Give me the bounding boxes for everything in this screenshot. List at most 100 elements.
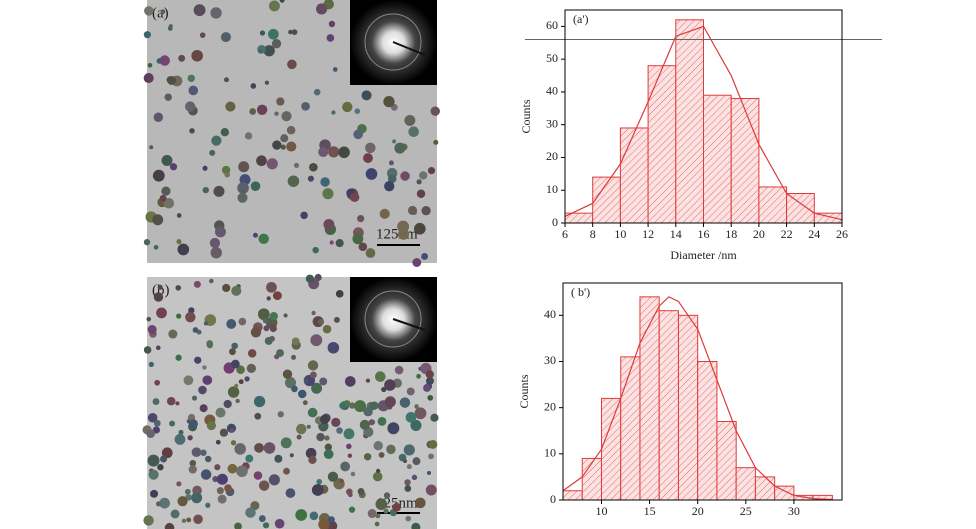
particle	[311, 484, 324, 496]
particle	[254, 412, 262, 420]
x-tick-label: 20	[753, 227, 765, 241]
particle	[376, 468, 381, 473]
particle	[211, 135, 222, 146]
particle	[384, 181, 395, 192]
particle	[223, 399, 232, 409]
particle	[185, 311, 196, 323]
x-tick-label: 8	[590, 227, 596, 241]
particle	[425, 370, 434, 379]
particle	[296, 434, 302, 440]
particle	[324, 435, 330, 441]
particle	[259, 30, 266, 36]
particle	[149, 145, 154, 150]
particle	[159, 497, 170, 509]
particle	[430, 106, 440, 116]
particle	[310, 164, 316, 170]
bar	[774, 485, 795, 501]
particle	[286, 141, 297, 152]
particle	[155, 501, 161, 507]
particle	[202, 365, 207, 370]
particle	[296, 423, 307, 435]
particle	[231, 359, 240, 369]
particle	[280, 437, 292, 449]
particle	[316, 3, 328, 15]
particle	[224, 171, 230, 178]
bar	[730, 97, 760, 224]
particle	[249, 108, 257, 115]
particle	[304, 378, 309, 383]
particle	[339, 401, 347, 410]
particle	[326, 34, 335, 42]
particle	[213, 185, 225, 197]
y-tick-label: 30	[546, 116, 558, 130]
particle	[414, 404, 419, 409]
x-tick-label: 22	[781, 227, 793, 241]
particle	[377, 416, 387, 426]
particle	[430, 413, 439, 422]
plot-frame	[562, 282, 843, 501]
y-tick-label: 20	[546, 149, 558, 163]
panel-annotation: (a')	[573, 12, 588, 26]
particle	[386, 444, 396, 455]
y-tick-label: 10	[546, 182, 558, 196]
particle	[287, 59, 297, 70]
particle	[427, 394, 434, 401]
x-tick-label: 10	[614, 227, 626, 241]
particle	[357, 214, 365, 223]
particle	[327, 341, 340, 354]
x-tick-label: 14	[670, 227, 682, 241]
particle	[198, 385, 207, 395]
particle	[203, 321, 209, 326]
particle	[234, 522, 242, 529]
particle	[349, 192, 360, 203]
particle	[178, 54, 186, 62]
particle	[274, 518, 285, 529]
particle	[219, 428, 229, 437]
particle	[155, 345, 161, 351]
particle	[403, 444, 415, 456]
particle	[367, 509, 377, 519]
bar	[581, 457, 602, 501]
x-tick-label: 18	[725, 227, 737, 241]
particle	[199, 404, 208, 413]
particle	[245, 454, 254, 463]
bar	[758, 186, 788, 224]
particle	[225, 101, 236, 112]
particle	[404, 479, 411, 486]
particle	[143, 239, 151, 246]
particle	[322, 324, 332, 334]
particle	[316, 478, 323, 485]
particle	[347, 453, 353, 458]
particle	[200, 449, 207, 456]
particle	[176, 213, 182, 218]
particle	[238, 161, 250, 173]
particle	[416, 189, 426, 198]
particle	[206, 421, 216, 431]
x-tick-label: 20	[692, 504, 704, 518]
y-axis-label: Counts	[519, 99, 533, 133]
particle	[327, 516, 335, 524]
particle	[193, 280, 201, 288]
particle	[153, 244, 159, 250]
particle	[215, 439, 221, 445]
particle	[286, 125, 296, 135]
particle	[164, 93, 172, 101]
particle	[258, 480, 270, 491]
particle	[335, 289, 344, 298]
particle	[328, 20, 336, 28]
x-tick-label: 16	[698, 227, 710, 241]
particle	[152, 214, 164, 226]
bar	[658, 310, 679, 501]
particle	[238, 317, 247, 326]
particle	[318, 147, 329, 158]
fit-curve	[562, 296, 833, 501]
particle	[277, 411, 284, 418]
particle	[309, 371, 317, 379]
particle	[202, 375, 213, 385]
particle	[156, 307, 167, 319]
particle	[344, 376, 356, 387]
particle	[272, 140, 282, 150]
particle	[217, 494, 227, 504]
particle	[152, 426, 160, 434]
